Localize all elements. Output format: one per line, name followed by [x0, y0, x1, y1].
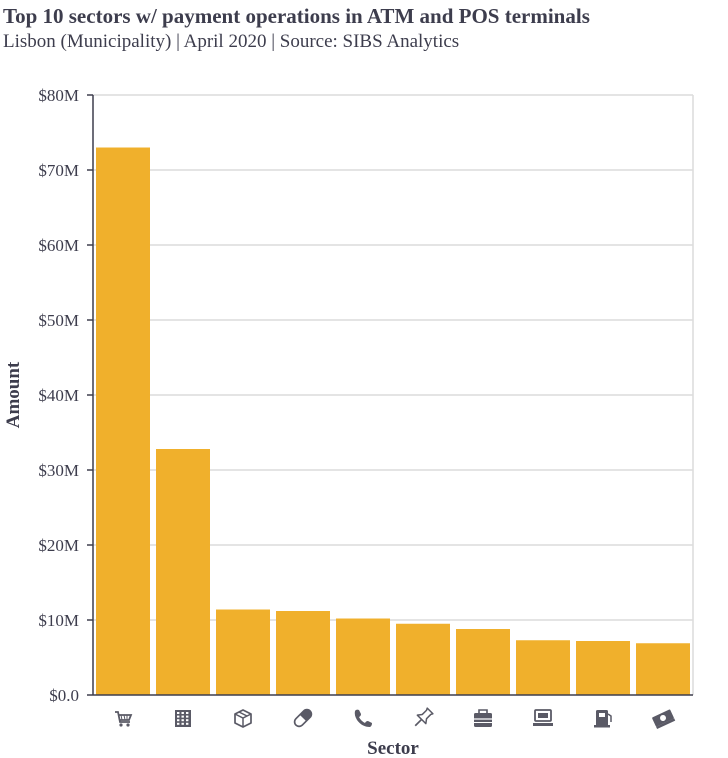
bar-pushpin	[396, 623, 450, 695]
bar-laptop	[516, 640, 570, 695]
bar-box	[216, 609, 270, 695]
y-tick-label: $40M	[38, 386, 79, 405]
y-axis: $0.0 $10M $20M $30M $40M $50M $60M $70M $80M	[38, 86, 693, 705]
bars	[96, 147, 690, 695]
gas-pump-icon	[594, 710, 612, 728]
laptop-icon	[533, 709, 553, 726]
money-icon	[652, 709, 676, 730]
bar-money	[636, 643, 690, 695]
x-axis-title: Sector	[367, 738, 419, 758]
y-axis-title: Amount	[3, 361, 24, 428]
x-axis-icons	[115, 707, 676, 730]
bar-pill	[276, 611, 330, 695]
y-tick-label: $0.0	[49, 686, 79, 705]
building-icon	[175, 710, 191, 727]
y-tick-label: $60M	[38, 236, 79, 255]
y-tick-label: $10M	[38, 611, 79, 630]
chart-subtitle: Lisbon (Municipality) | April 2020 | Sou…	[3, 31, 460, 52]
shopping-cart-icon	[115, 711, 133, 727]
bar-gas-pump	[576, 641, 630, 695]
bar-building	[156, 449, 210, 695]
bar-phone	[336, 618, 390, 695]
bar-briefcase	[456, 629, 510, 695]
chart-title: Top 10 sectors w/ payment operations in …	[3, 4, 590, 28]
pushpin-icon	[414, 707, 434, 727]
y-tick-label: $20M	[38, 536, 79, 555]
y-tick-label: $50M	[38, 311, 79, 330]
y-tick-label: $80M	[38, 86, 79, 105]
briefcase-icon	[474, 709, 492, 727]
y-tick-label: $70M	[38, 161, 79, 180]
box-icon	[234, 709, 252, 728]
bar-shopping-cart	[96, 147, 150, 695]
y-tick-label: $30M	[38, 461, 79, 480]
grid-lines	[93, 94, 694, 695]
phone-icon	[354, 709, 372, 727]
pill-icon	[293, 708, 313, 728]
